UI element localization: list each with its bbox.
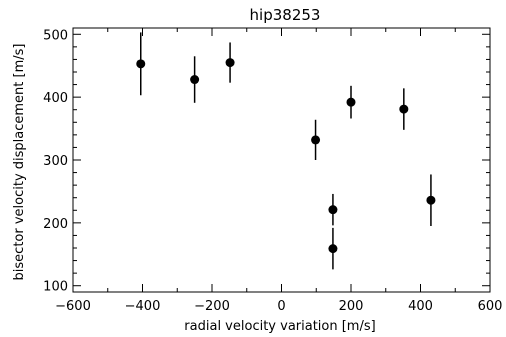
y-tick-label: 500 [43, 28, 68, 43]
x-axis-label: radial velocity variation [m/s] [184, 319, 375, 334]
data-points [136, 32, 436, 270]
y-axis: 100 200 300 400 500 [43, 28, 490, 295]
chart-title: hip38253 [250, 6, 321, 24]
data-point [225, 58, 235, 68]
y-tick-label: 200 [43, 217, 68, 232]
data-point [328, 205, 338, 215]
data-point [426, 195, 436, 205]
y-tick-label: 300 [43, 154, 68, 169]
plot-frame [72, 27, 491, 293]
x-tick-label: 200 [339, 299, 364, 314]
y-axis-label: bisector velocity displacement [m/s] [12, 44, 27, 281]
data-point [399, 104, 409, 114]
data-point [190, 75, 200, 85]
y-tick-label: 400 [43, 91, 68, 106]
x-tick-label: −600 [55, 299, 91, 314]
x-tick-label: 600 [478, 299, 503, 314]
x-tick-label: −200 [194, 299, 230, 314]
y-tick-label: 100 [43, 280, 68, 295]
x-tick-label: 0 [277, 299, 285, 314]
data-point [136, 59, 146, 69]
x-axis: −600 −400 −200 0 200 400 600 [55, 28, 502, 314]
data-point [346, 97, 356, 107]
x-tick-label: 400 [408, 299, 433, 314]
x-tick-label: −400 [125, 299, 161, 314]
data-point [311, 135, 321, 145]
data-point [328, 244, 338, 254]
